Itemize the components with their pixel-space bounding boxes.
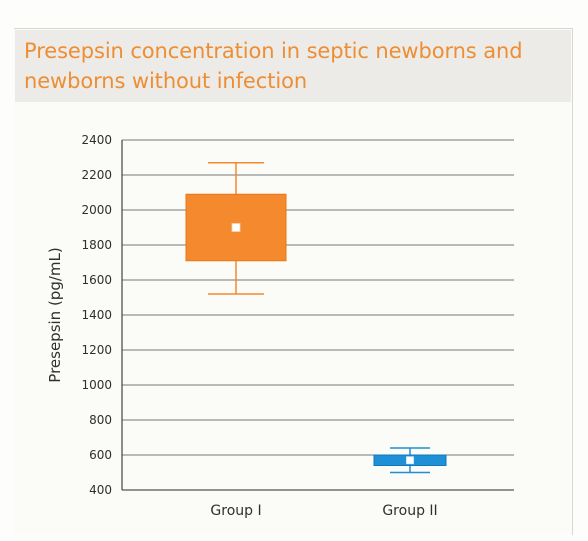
y-tick-label: 2200 — [81, 168, 112, 182]
y-tick-label: 1400 — [81, 308, 112, 322]
chart-panel — [14, 28, 573, 535]
y-axis-title: Presepsin (pg/mL) — [46, 247, 64, 382]
y-tick-label: 2000 — [81, 203, 112, 217]
x-category-label: Group II — [382, 503, 437, 519]
chart-title: Presepsin concentration in septic newbor… — [24, 39, 523, 93]
title-band — [15, 30, 571, 102]
y-tick-label: 800 — [89, 413, 112, 427]
x-category-label: Group I — [210, 503, 261, 519]
median-marker — [406, 456, 414, 465]
median-marker — [231, 223, 241, 232]
y-tick-label: 400 — [89, 483, 112, 497]
y-tick-label: 1600 — [81, 273, 112, 287]
y-tick-label: 1200 — [81, 343, 112, 357]
y-tick-label: 1800 — [81, 238, 112, 252]
gridlines — [122, 139, 514, 491]
y-tick-label: 600 — [89, 448, 112, 462]
y-tick-label: 1000 — [81, 378, 112, 392]
box-1 — [185, 162, 287, 295]
box-2 — [373, 447, 447, 474]
y-tick-label: 2400 — [81, 133, 112, 147]
